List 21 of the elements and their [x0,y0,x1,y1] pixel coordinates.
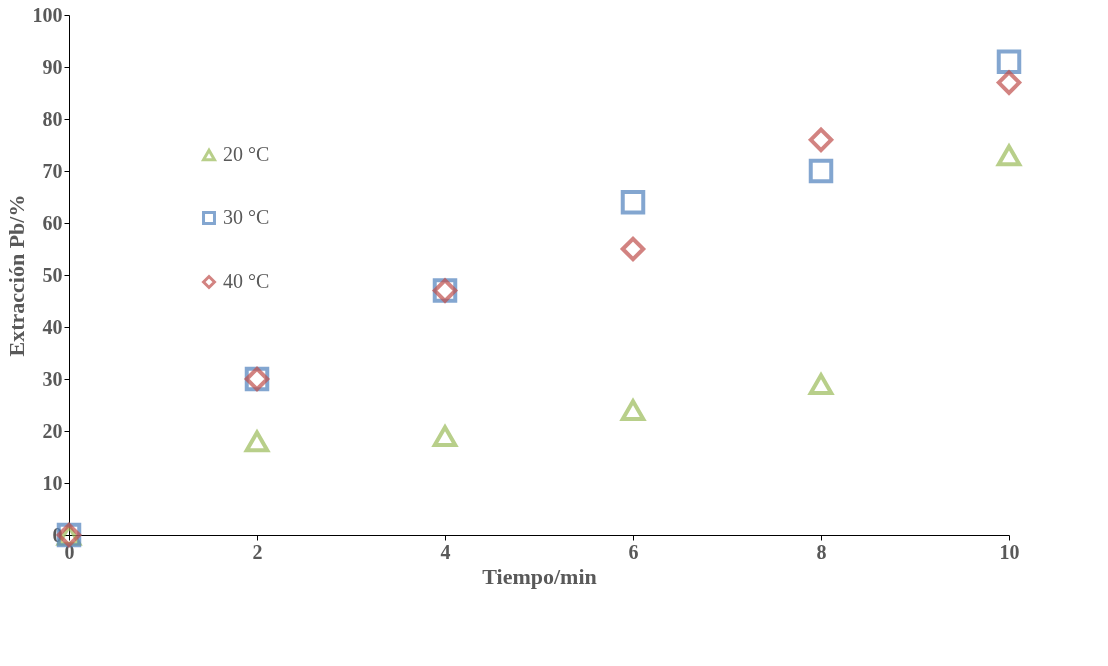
x-tick-label: 6 [628,540,639,563]
legend-label: 20 °C [223,143,270,165]
y-tick-label: 10 [42,471,63,494]
y-tick-label: 0 [52,523,63,546]
y-tick-label: 20 [42,419,63,442]
x-tick-label: 2 [252,540,263,563]
x-axis-title: Tiempo/min [482,563,597,589]
x-tick-label: 8 [816,540,827,563]
y-tick-label: 50 [42,263,63,286]
legend-label: 30 °C [223,206,270,228]
y-tick-label: 70 [42,159,63,182]
y-tick-label: 60 [42,211,63,234]
y-tick-label: 100 [32,3,63,26]
y-axis-title: Extracción Pb/% [3,194,29,357]
y-tick-label: 40 [42,315,63,338]
y-tick-label: 80 [42,107,63,130]
x-tick-label: 4 [440,540,451,563]
y-tick-label: 30 [42,367,63,390]
y-tick-label: 90 [42,55,63,78]
x-tick-label: 10 [999,540,1020,563]
legend-label: 40 °C [223,270,270,292]
